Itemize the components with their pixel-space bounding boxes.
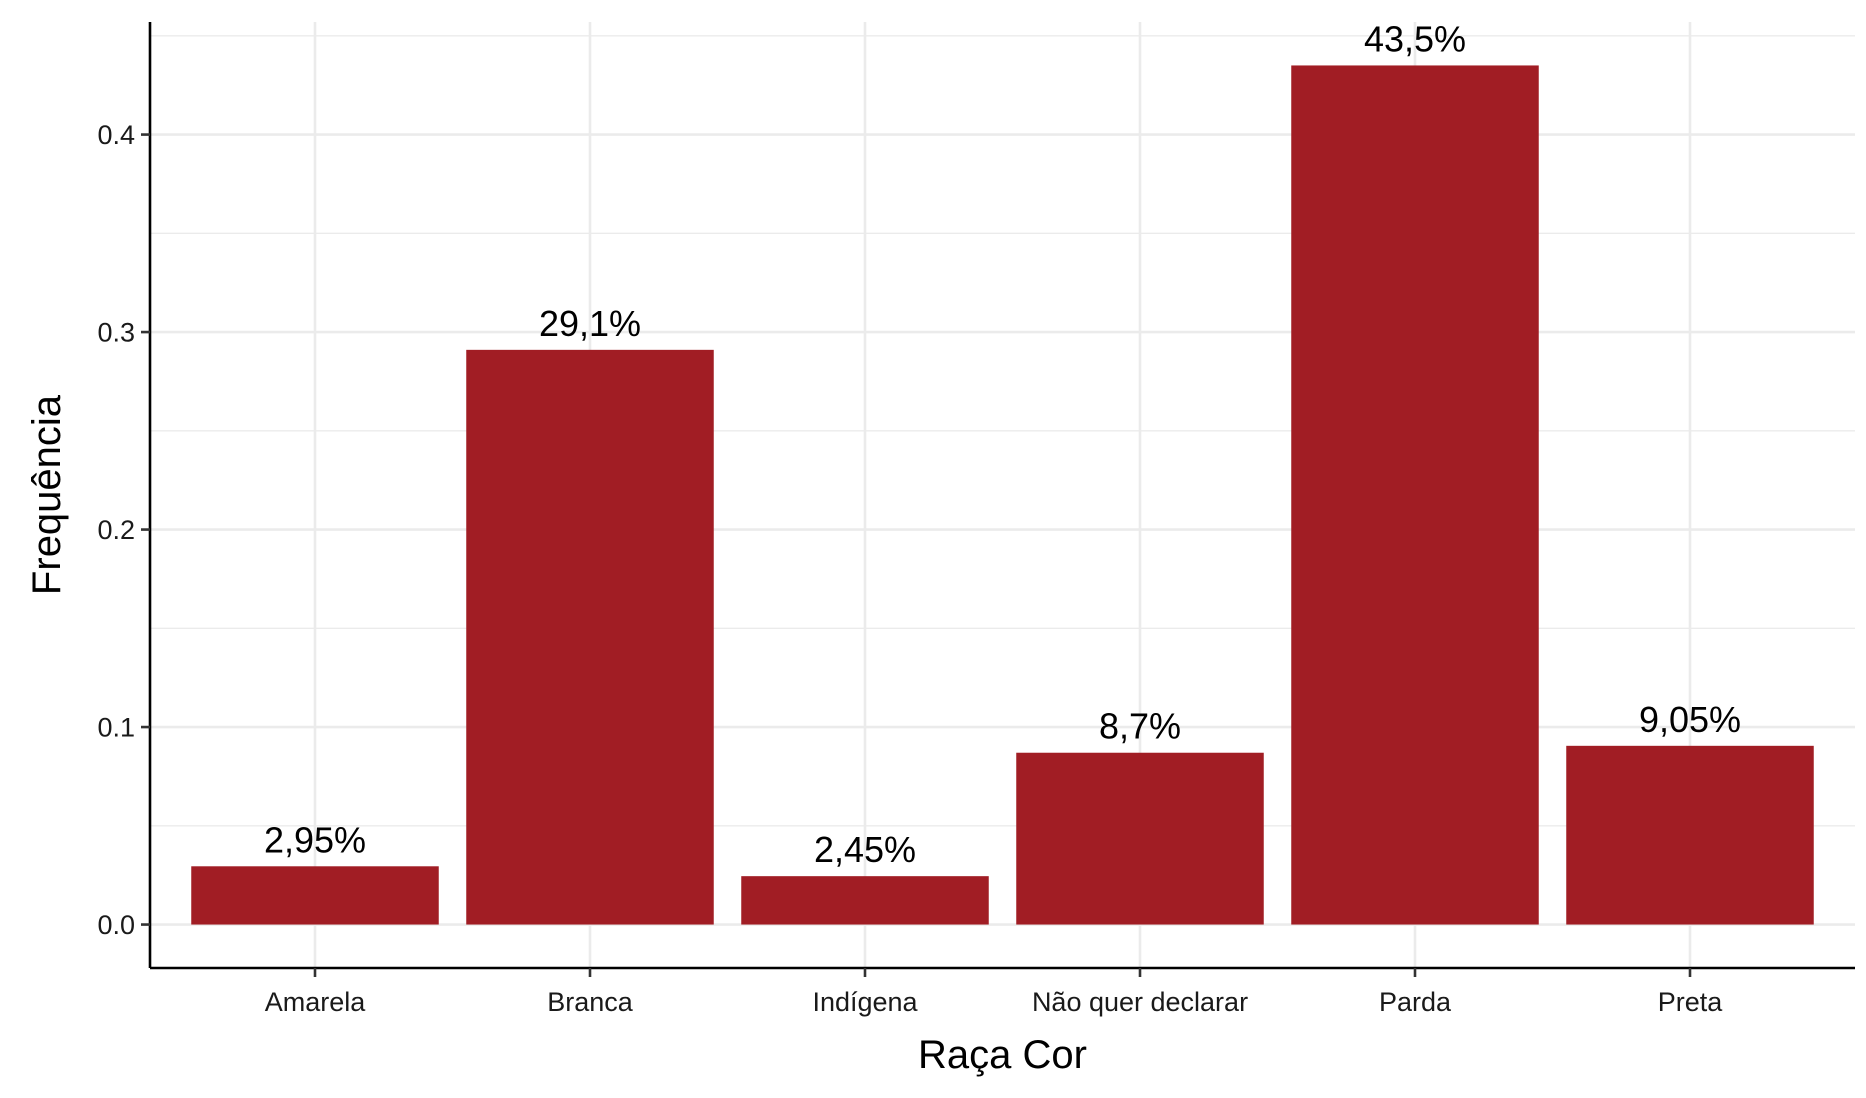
bar bbox=[191, 866, 439, 925]
data-label: 8,7% bbox=[1099, 706, 1181, 747]
y-tick-label: 0.4 bbox=[97, 120, 135, 150]
data-label: 43,5% bbox=[1364, 18, 1466, 59]
y-tick-label: 0.0 bbox=[97, 910, 135, 940]
data-label: 9,05% bbox=[1639, 699, 1741, 740]
y-tick-label: 0.2 bbox=[97, 515, 135, 545]
bar bbox=[1291, 65, 1539, 925]
bar bbox=[1566, 745, 1814, 925]
y-axis-title: Frequência bbox=[25, 394, 69, 595]
x-axis-title: Raça Cor bbox=[918, 1033, 1087, 1077]
tick-labels: 0.0 0.1 0.2 0.3 0.4 Amarela Branca Indígena Não … bbox=[97, 120, 1723, 1017]
y-tick-label: 0.3 bbox=[97, 318, 135, 348]
x-tick-label: Preta bbox=[1658, 987, 1724, 1017]
y-tick-label: 0.1 bbox=[97, 713, 135, 743]
bars bbox=[191, 65, 1814, 925]
x-tick-label: Branca bbox=[547, 987, 634, 1017]
bar bbox=[466, 349, 714, 925]
data-labels: 2,95% 29,1% 2,45% 8,7% 43,5% 9,05% bbox=[264, 18, 1741, 870]
x-tick-label: Parda bbox=[1379, 987, 1452, 1017]
x-tick-label: Não quer declarar bbox=[1032, 987, 1248, 1017]
bar bbox=[1016, 752, 1264, 925]
data-label: 2,95% bbox=[264, 819, 366, 860]
bar bbox=[741, 876, 989, 925]
data-label: 29,1% bbox=[539, 303, 641, 344]
x-tick-label: Indígena bbox=[812, 987, 918, 1017]
data-label: 2,45% bbox=[814, 829, 916, 870]
x-tick-label: Amarela bbox=[265, 987, 367, 1017]
axes bbox=[141, 22, 1855, 977]
